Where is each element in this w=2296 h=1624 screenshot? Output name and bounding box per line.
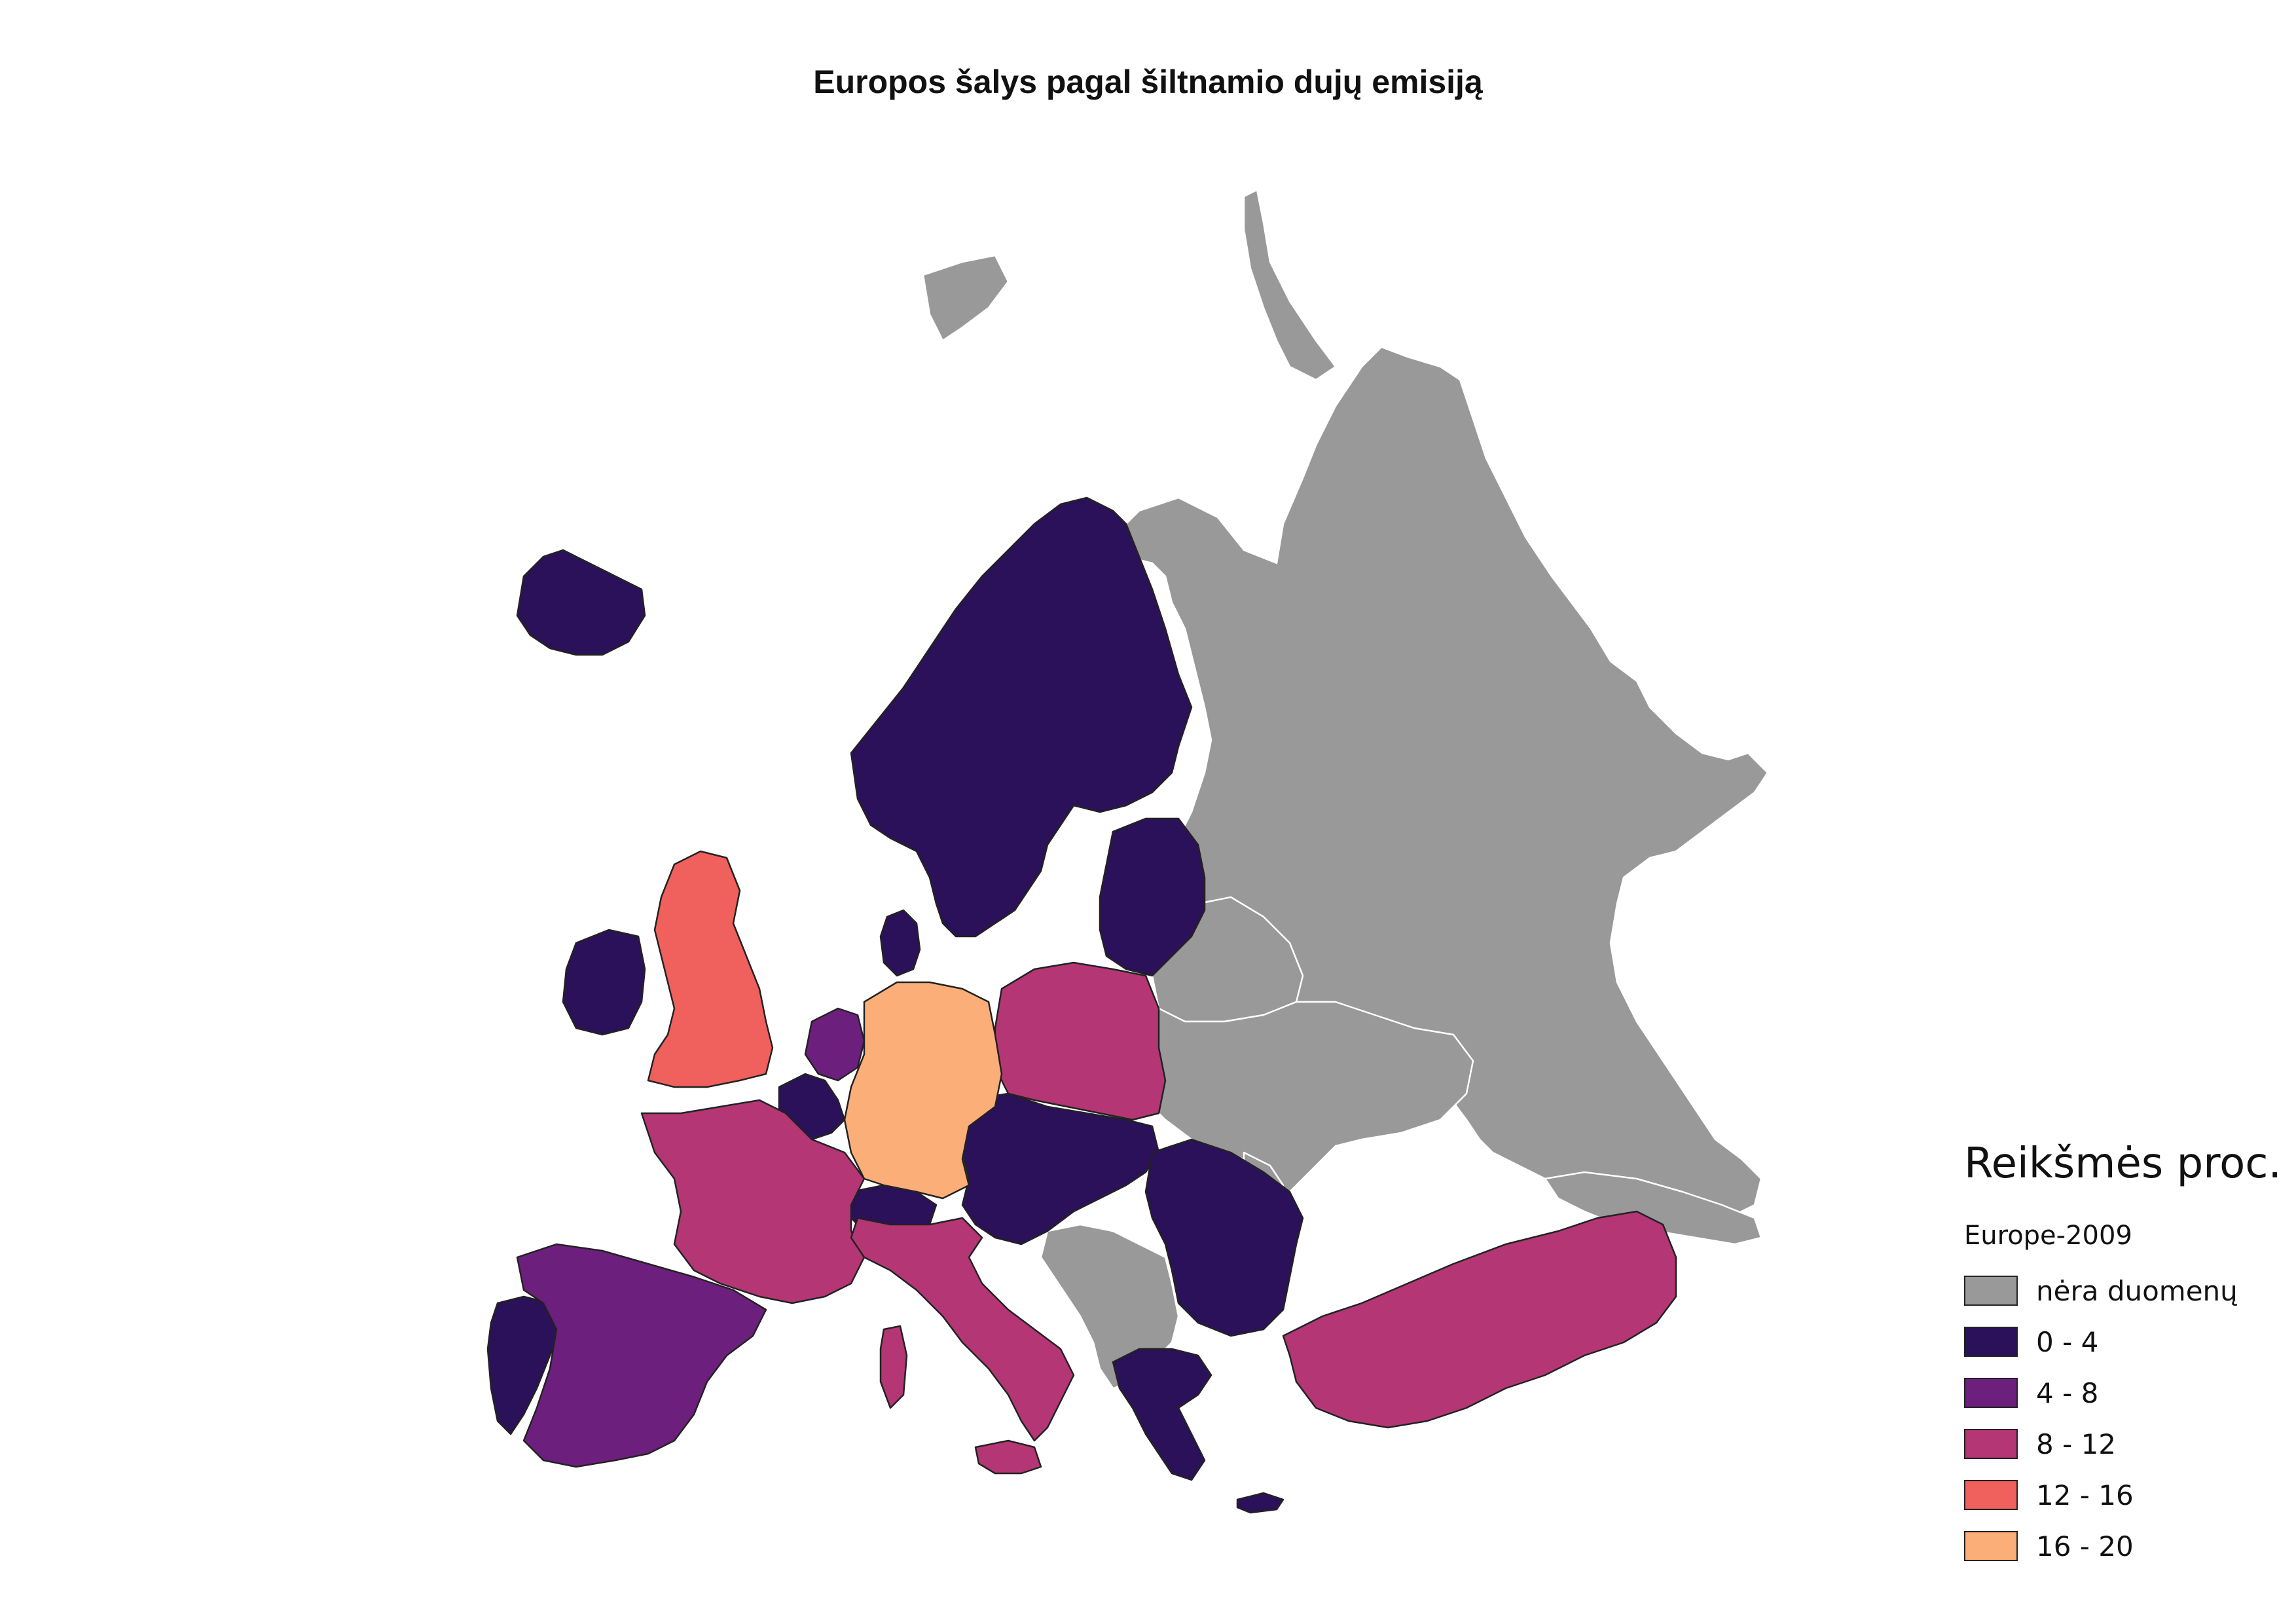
legend-item-no-data: nėra duomenų bbox=[1964, 1265, 2278, 1316]
netherlands bbox=[804, 1007, 866, 1082]
legend-item-8-12: 8 - 12 bbox=[1964, 1418, 2278, 1469]
map-legend: Reikšmės proc. Europe-2009 nėra duomenų … bbox=[1964, 1139, 2282, 1572]
legend-swatch bbox=[1964, 1480, 2018, 1510]
novaya-zemlya bbox=[1243, 189, 1337, 381]
caucasus bbox=[1544, 1171, 1762, 1246]
germany bbox=[843, 981, 1003, 1200]
poland bbox=[994, 961, 1167, 1121]
france bbox=[640, 1099, 866, 1304]
romania-bulgaria bbox=[1144, 1138, 1304, 1337]
sicily bbox=[974, 1439, 1042, 1475]
map-title: Europos šalys pagal šiltnamio dujų emisi… bbox=[813, 64, 1483, 100]
svalbard bbox=[922, 254, 1010, 342]
italy bbox=[850, 1217, 1075, 1442]
legend-label: 0 - 4 bbox=[2036, 1325, 2099, 1358]
legend-item-0-4: 0 - 4 bbox=[1964, 1316, 2278, 1367]
legend-swatch bbox=[1964, 1378, 2018, 1408]
cyprus bbox=[1236, 1492, 1285, 1514]
legend-swatch bbox=[1964, 1531, 2018, 1561]
central-europe bbox=[961, 1092, 1160, 1246]
legend-layer-name: Europe-2009 bbox=[1964, 1221, 2132, 1251]
legend-label: 16 - 20 bbox=[2036, 1530, 2134, 1562]
turkey bbox=[1282, 1210, 1677, 1429]
united-kingdom bbox=[647, 850, 774, 1088]
baltic-states bbox=[1099, 817, 1206, 977]
legend-label: 12 - 16 bbox=[2036, 1479, 2134, 1511]
greece bbox=[1112, 1348, 1212, 1481]
legend-item-16-20: 16 - 20 bbox=[1964, 1521, 2278, 1572]
legend-label: 8 - 12 bbox=[2036, 1428, 2117, 1460]
legend-item-12-16: 12 - 16 bbox=[1964, 1469, 2278, 1521]
ireland bbox=[562, 929, 646, 1036]
legend-item-4-8: 4 - 8 bbox=[1964, 1367, 2278, 1418]
legend-swatch bbox=[1964, 1276, 2018, 1306]
spain bbox=[516, 1243, 767, 1468]
fennoscandia bbox=[850, 496, 1193, 938]
iceland bbox=[516, 549, 646, 656]
legend-label: 4 - 8 bbox=[2036, 1376, 2099, 1409]
legend-title: Reikšmės proc. bbox=[1964, 1139, 2282, 1188]
legend-swatch bbox=[1964, 1327, 2018, 1357]
sardinia bbox=[879, 1325, 908, 1409]
legend-label: nėra duomenų bbox=[2036, 1274, 2238, 1307]
denmark bbox=[879, 909, 921, 977]
legend-swatch bbox=[1964, 1429, 2018, 1459]
